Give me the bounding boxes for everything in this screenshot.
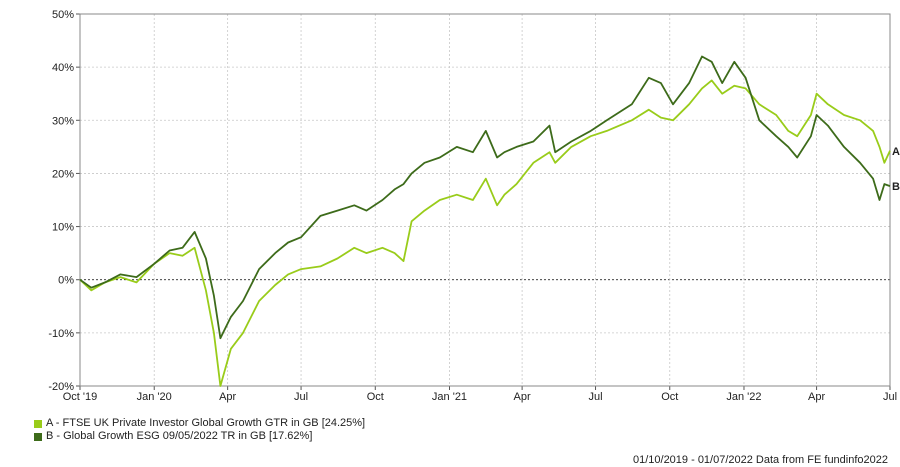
x-tick-label: Oct '19	[63, 391, 98, 403]
x-tick-label: Jul	[294, 391, 308, 403]
series-line-b	[79, 55, 891, 340]
axes	[76, 13, 891, 390]
x-tick-label: Jul	[883, 391, 897, 403]
legend-item-a: A - FTSE UK Private Investor Global Grow…	[34, 417, 365, 430]
y-tick-label: -10%	[48, 328, 74, 340]
tick-labels: -20% -10% 0% 10% 20% 30% 40% 50% Oct '19 Jan '20 A…	[48, 9, 900, 403]
y-tick-label: -20%	[48, 381, 74, 393]
y-tick-label: 50%	[52, 9, 74, 21]
x-tick-label: Jan '20	[137, 391, 172, 403]
y-tick-label: 0%	[58, 275, 74, 287]
series-lines	[79, 55, 891, 387]
y-tick-label: 10%	[52, 222, 74, 234]
x-tick-label: Jul	[588, 391, 602, 403]
series-end-label-a: A	[892, 146, 900, 158]
x-tick-label: Oct	[367, 391, 384, 403]
x-tick-label: Apr	[219, 391, 236, 403]
y-tick-label: 20%	[52, 168, 74, 180]
series-end-label-b: B	[892, 181, 900, 193]
y-tick-label: 30%	[52, 115, 74, 127]
series-line-a	[79, 79, 891, 387]
x-tick-label: Jan '21	[432, 391, 467, 403]
legend-item-b: B - Global Growth ESG 09/05/2022 TR in G…	[34, 430, 365, 443]
data-source-footer: 01/10/2019 - 01/07/2022 Data from FE fun…	[632, 454, 888, 466]
x-tick-label: Oct	[661, 391, 678, 403]
grid	[79, 13, 891, 387]
legend-swatch-b	[34, 432, 42, 441]
x-tick-label: Apr	[808, 391, 825, 403]
plot-frame	[79, 13, 891, 387]
legend: A - FTSE UK Private Investor Global Grow…	[34, 417, 365, 443]
legend-label-b: B - Global Growth ESG 09/05/2022 TR in G…	[46, 430, 313, 442]
y-tick-label: 40%	[52, 62, 74, 74]
x-tick-label: Jan '22	[726, 391, 761, 403]
x-tick-label: Apr	[514, 391, 531, 403]
legend-swatch-a	[34, 419, 42, 428]
legend-label-a: A - FTSE UK Private Investor Global Grow…	[46, 417, 366, 429]
